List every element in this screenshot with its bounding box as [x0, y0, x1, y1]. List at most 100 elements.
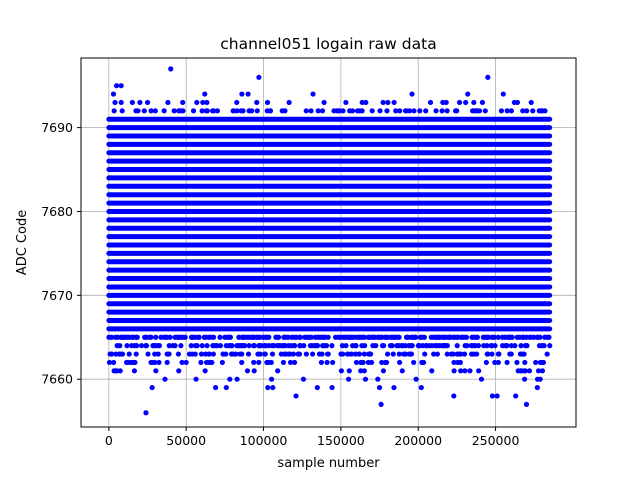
data-point [380, 368, 387, 374]
data-point [206, 351, 212, 357]
data-point [217, 334, 223, 340]
data-point [496, 351, 502, 357]
data-point [523, 401, 530, 407]
x-tick-label: 100000 [240, 433, 288, 448]
data-point [431, 351, 437, 357]
data-point [269, 351, 276, 357]
data-point [155, 351, 161, 357]
data-point [152, 359, 158, 366]
data-point [489, 351, 495, 357]
data-point [451, 368, 457, 374]
data-point [491, 334, 497, 340]
data-point [286, 99, 292, 106]
data-point [397, 359, 403, 366]
data-point [200, 99, 206, 106]
data-point [183, 359, 189, 366]
data-point [484, 343, 490, 349]
data-point [131, 368, 138, 374]
data-point [110, 91, 117, 97]
plot-frame [80, 57, 577, 428]
data-point [137, 99, 143, 106]
data-point [166, 351, 172, 357]
data-point [135, 108, 141, 114]
data-point [362, 343, 368, 349]
data-point [479, 99, 486, 106]
data-point [348, 351, 355, 357]
data-point [429, 368, 435, 374]
data-point [315, 108, 321, 114]
data-point [399, 368, 405, 374]
data-point [444, 343, 451, 349]
x-tick-label: 50000 [166, 433, 206, 448]
data-point [451, 393, 457, 399]
data-point [542, 108, 548, 114]
data-point [314, 384, 320, 391]
data-point [234, 99, 240, 106]
data-point [464, 343, 470, 349]
data-point [152, 108, 158, 114]
data-point [143, 343, 150, 349]
data-point [329, 384, 335, 391]
data-point [471, 99, 477, 106]
data-point [495, 359, 501, 366]
data-point [508, 108, 514, 114]
data-point [234, 376, 240, 382]
data-point [378, 401, 384, 407]
data-point [262, 351, 268, 357]
data-point [547, 343, 553, 349]
data-point [214, 108, 220, 114]
data-point [319, 108, 326, 114]
data-point [314, 343, 321, 349]
data-point [202, 368, 208, 374]
data-point [211, 108, 217, 114]
data-point [444, 108, 450, 114]
data-point [194, 99, 200, 106]
data-point [291, 359, 298, 366]
data-point [346, 368, 352, 374]
data-point [521, 376, 528, 382]
data-point [239, 359, 245, 366]
data-point [239, 91, 245, 97]
data-point [196, 334, 202, 340]
data-point [343, 99, 349, 106]
data-point [132, 359, 138, 366]
data-point [178, 343, 184, 349]
data-point [109, 334, 115, 340]
data-point [358, 368, 364, 374]
data-point [420, 359, 427, 366]
data-point [544, 351, 550, 357]
data-point [537, 376, 543, 382]
data-point [202, 91, 208, 97]
data-point [162, 376, 168, 382]
data-point [285, 334, 291, 340]
data-point [143, 410, 149, 416]
chart-title: channel051 logain raw data [220, 35, 436, 53]
data-point [474, 334, 480, 340]
data-point [227, 334, 234, 340]
data-point [413, 376, 419, 382]
data-point [522, 368, 528, 374]
data-point [212, 384, 219, 391]
data-point [540, 359, 547, 366]
data-point [199, 108, 205, 114]
data-point [303, 108, 309, 114]
data-point [375, 376, 381, 382]
data-point [530, 334, 537, 340]
y-axis-label: ADC Code [15, 210, 30, 275]
data-point [280, 359, 287, 366]
data-point [500, 91, 506, 97]
data-point [156, 359, 162, 366]
data-point [118, 99, 124, 106]
data-point [482, 108, 488, 114]
data-point [489, 393, 496, 399]
y-tick-label: 7670 [41, 288, 73, 303]
data-point [171, 108, 177, 114]
data-point [264, 99, 271, 106]
data-point [113, 83, 120, 89]
data-point [204, 343, 210, 349]
data-point [188, 343, 194, 349]
data-point [318, 359, 324, 366]
data-point [356, 351, 363, 357]
